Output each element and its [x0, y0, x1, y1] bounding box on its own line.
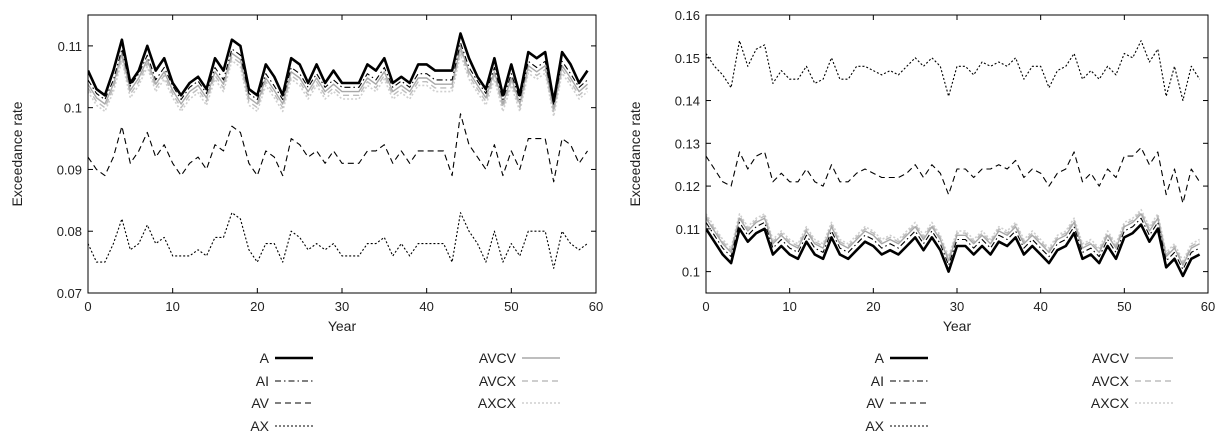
- series-line-axcx: [88, 53, 589, 118]
- x-tick-label: 20: [866, 299, 880, 314]
- legend-label-av: AV: [251, 395, 269, 411]
- series-line-avcx: [88, 50, 588, 114]
- y-tick-label: 0.16: [675, 8, 700, 23]
- chart-right: 0 10 20 30 40 50 60 0.1 0.11 0.12 0.13 0.14 0.15 0.16…: [627, 8, 1215, 434]
- x-tick-label: 60: [589, 299, 603, 314]
- legend-label-avcx: AVCX: [479, 373, 517, 389]
- y-tick-label: 0.12: [675, 179, 700, 194]
- y-tick-label: 0.13: [675, 136, 700, 151]
- y-axis-label: Exceedance rate: [627, 101, 643, 206]
- legend: A AI AV AX AVCV AVCX AXCX: [250, 350, 560, 434]
- series-line-av: [88, 113, 588, 183]
- y-tick-label: 0.08: [57, 224, 82, 239]
- x-tick-label: 20: [250, 299, 264, 314]
- series-group: [88, 32, 589, 269]
- series-line-ax: [706, 40, 1201, 102]
- series-line-avcv: [706, 213, 1200, 266]
- y-tick-label: 0.1: [682, 265, 700, 280]
- x-tick-label: 30: [950, 299, 964, 314]
- x-tick-label: 0: [702, 299, 709, 314]
- x-tick-label: 10: [782, 299, 796, 314]
- legend-label-axcx: AXCX: [478, 395, 517, 411]
- y-tick-label: 0.07: [57, 286, 82, 301]
- x-tick-label: 0: [84, 299, 91, 314]
- legend-label-ax: AX: [250, 418, 269, 434]
- x-tick-label: 10: [165, 299, 179, 314]
- legend-label-ai: AI: [256, 373, 269, 389]
- x-tick-label: 60: [1201, 299, 1215, 314]
- plot-frame: [705, 14, 1209, 294]
- y-tick-label: 0.14: [675, 94, 700, 109]
- y-tick-label: 0.1: [64, 101, 82, 116]
- series-line-a: [88, 32, 589, 103]
- legend-label-avcv: AVCV: [1092, 350, 1130, 366]
- series-line-ai: [706, 217, 1200, 271]
- y-axis-label: Exceedance rate: [9, 101, 25, 206]
- series-group: [706, 40, 1201, 278]
- series-line-av: [706, 147, 1201, 204]
- legend-label-axcx: AXCX: [1091, 395, 1130, 411]
- x-tick-label: 40: [419, 299, 433, 314]
- legend-label-ax: AX: [865, 418, 884, 434]
- x-tick-label: 50: [504, 299, 518, 314]
- series-line-ax: [88, 212, 588, 269]
- series-line-ai: [88, 42, 588, 106]
- legend-label-av: AV: [866, 395, 884, 411]
- series-line-avcv: [88, 46, 588, 110]
- chart-left: 0 10 20 30 40 50 60 0.07 0.08 0.09 0.1 0.11 Year Exce…: [9, 14, 603, 434]
- y-tick-label: 0.11: [676, 222, 700, 237]
- legend-label-avcv: AVCV: [479, 350, 517, 366]
- legend-label-avcx: AVCX: [1092, 373, 1130, 389]
- legend: A AI AV AX AVCV AVCX AXCX: [865, 350, 1173, 434]
- x-axis-label: Year: [943, 318, 972, 334]
- x-tick-label: 50: [1117, 299, 1131, 314]
- y-tick-label: 0.09: [57, 162, 82, 177]
- y-tick-label: 0.15: [675, 51, 700, 66]
- series-line-a: [706, 223, 1201, 278]
- plot-frame: [87, 14, 597, 294]
- x-tick-label: 40: [1033, 299, 1047, 314]
- legend-label-a: A: [875, 350, 885, 366]
- x-tick-label: 30: [335, 299, 349, 314]
- x-axis-label: Year: [328, 318, 357, 334]
- legend-label-ai: AI: [871, 373, 884, 389]
- y-tick-label: 0.11: [58, 39, 82, 54]
- legend-label-a: A: [260, 350, 270, 366]
